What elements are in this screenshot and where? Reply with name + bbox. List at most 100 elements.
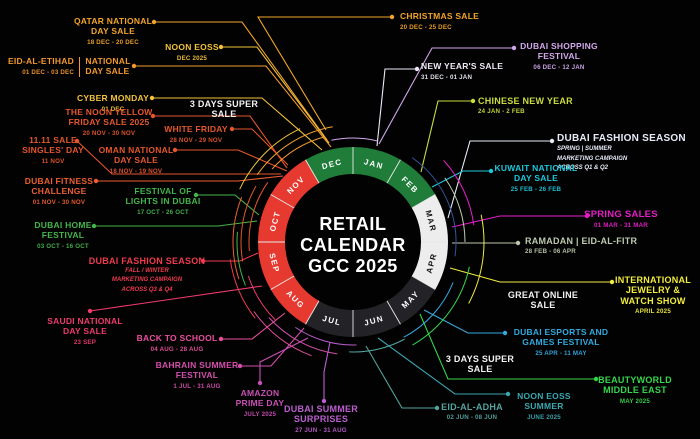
event-title: CHRISTMAS SALE	[400, 11, 480, 21]
event-date: JULY 2025	[243, 410, 277, 418]
event-title: DAY SALE	[62, 325, 108, 336]
event-dubai-fashion-season-spring-summer: DUBAI FASHION SEASON SPRING | SUMMER MARKE…	[557, 133, 686, 173]
event-connector-saudi-national-day-sale	[89, 285, 263, 312]
month-segment-sep	[258, 242, 295, 290]
event-dot-white-friday	[229, 126, 235, 132]
event-date: 28 NOV - 29 NOV	[169, 136, 223, 144]
event-eid-al-adha: EID-AL-ADHA 02 JUN - 08 JUN	[362, 402, 582, 422]
event-subtitle: ACROSS Q1 & Q2	[557, 164, 609, 171]
event-connector-white-friday	[232, 128, 289, 166]
month-segment-jul	[305, 300, 353, 337]
event-connector-dubai-esports-games-festival	[423, 309, 505, 334]
event-title: FESTIVAL OF	[134, 186, 192, 196]
event-dot-dubai-fashion-season-fall-winter	[200, 258, 206, 264]
decor-arc-4	[239, 128, 301, 190]
title-line-3: GCC 2025	[308, 256, 398, 276]
event-dubai-shopping-festival: DUBAI SHOPPING FESTIVAL 06 DEC - 12 JAN	[449, 41, 669, 71]
event-connector-amazon-prime-day	[259, 337, 309, 383]
event-title: NOON EOSS	[165, 42, 219, 52]
event-dot-dubai-shopping-festival	[511, 45, 517, 51]
decor-arc-8	[229, 259, 256, 319]
event-date: 18 DEC - 20 DEC	[87, 38, 139, 46]
event-dot-eid-al-etihad-national-day-sale	[131, 63, 137, 69]
event-title: SINGLES' DAY	[22, 144, 84, 155]
event-connector-international-jewelry-watch-show	[449, 267, 612, 283]
event-dot-back-to-school	[218, 336, 224, 342]
event-title: DUBAI FITNESS	[24, 176, 94, 186]
event-title: 3 DAYS SUPER	[189, 99, 259, 109]
event-subtitle: MARKETING CAMPAIGN	[111, 277, 183, 284]
event-festival-of-lights-in-dubai: FESTIVAL OF LIGHTS IN DUBAI 17 OCT - 26 OC…	[53, 186, 273, 216]
event-amazon-prime-day: AMAZON PRIME DAY JULY 2025	[150, 388, 370, 418]
decor-arc-1	[240, 185, 257, 262]
event-title: DAY SALE	[85, 65, 130, 76]
event-dot-eid-al-adha	[434, 405, 440, 411]
event-christmas-sale: CHRISTMAS SALE 20 DEC - 25 DEC	[400, 11, 480, 31]
month-segment-feb	[387, 159, 436, 208]
event-connector-qatar-national-day-sale	[154, 21, 328, 141]
event-dot-noon-eoss-summer	[505, 391, 511, 397]
decor-arc-5	[271, 136, 325, 170]
event-title: SUMMER	[524, 400, 564, 411]
event-title: KUWAIT NATIONAL	[494, 163, 578, 173]
event-ramadan-eid-al-fitr: RAMADAN | EID-AL-FITR 28 FEB - 06 APR	[525, 236, 637, 256]
event-date: 20 DEC - 25 DEC	[400, 23, 452, 31]
event-title: FRIDAY SALE 2025	[68, 116, 150, 127]
event-connector-chinese-new-year	[420, 100, 473, 173]
event-dot-dubai-esports-games-festival	[502, 330, 508, 336]
event-date: 02 JUN - 08 JUN	[446, 414, 498, 422]
event-title: DAY SALE	[113, 154, 159, 165]
event-date: 11 NOV	[41, 157, 65, 165]
event-white-friday: WHITE FRIDAY 28 NOV - 29 NOV	[86, 124, 306, 144]
event-eid-al-etihad-national-day-sale: EID-AL-ETIHAD 01 DEC - 03 DEC NATIONAL DAY …	[8, 56, 131, 77]
event-title: GAMES FESTIVAL	[522, 336, 600, 347]
decor-arc-7	[236, 231, 246, 286]
event-date: 1 JUL - 31 AUG	[173, 382, 221, 390]
event-three-days-super-sale-top: 3 DAYS SUPER SALE	[114, 99, 334, 120]
event-title: GREAT ONLINE	[507, 290, 579, 300]
event-dubai-esports-games-festival: DUBAI ESPORTS AND GAMES FESTIVAL 25 APR - …	[451, 327, 671, 357]
event-dot-beautyworld-middle-east	[593, 376, 599, 382]
event-dubai-fitness-challenge: DUBAI FITNESS CHALLENGE 01 NOV - 30 NOV	[0, 176, 169, 206]
month-divider	[305, 300, 320, 325]
month-segment-nov	[270, 159, 319, 208]
event-dot-noon-eoss-dec	[218, 44, 224, 50]
event-title: FESTIVAL	[41, 229, 85, 240]
event-date: 31 DEC - 01 JAN	[421, 73, 473, 81]
decor-arc-19	[253, 311, 312, 357]
event-date: 25 FEB - 26 FEB	[510, 185, 562, 193]
month-divider	[386, 159, 401, 184]
event-title: DAY SALE	[513, 172, 559, 183]
event-kuwait-national-day-sale: KUWAIT NATIONAL DAY SALE 25 FEB - 26 FEB	[426, 163, 646, 193]
event-connector-festival-of-lights-in-dubai	[196, 194, 260, 216]
event-date: 25 APR - 11 MAY	[535, 349, 587, 357]
decor-arc-0	[248, 182, 269, 252]
event-title: CHALLENGE	[31, 185, 87, 196]
month-segment-mar	[411, 194, 449, 242]
month-divider	[411, 194, 436, 209]
event-date: 23 SEP	[73, 338, 97, 346]
event-title: DUBAI FASHION SEASON	[88, 256, 206, 266]
event-date: 27 JUN - 31 AUG	[295, 426, 347, 434]
event-date: 03 OCT - 16 OCT	[37, 242, 89, 250]
month-divider	[270, 194, 295, 209]
event-subtitle: ACROSS Q3 & Q4	[121, 286, 173, 293]
event-title: EID-AL-ADHA	[441, 402, 503, 412]
event-title: DUBAI ESPORTS AND	[513, 327, 609, 337]
event-qatar-national-day-sale: QATAR NATIONAL DAY SALE 18 DEC - 20 DEC	[3, 16, 223, 46]
event-chinese-new-year: CHINESE NEW YEAR 24 JAN - 2 FEB	[478, 96, 573, 116]
event-bahrain-summer-festival: BAHRAIN SUMMER FESTIVAL 1 JUL - 31 AUG	[87, 360, 307, 390]
event-dot-dubai-home-festival	[91, 223, 97, 229]
month-segment-may	[387, 276, 436, 325]
event-connector-spring-sales	[451, 215, 587, 228]
month-divider	[411, 275, 436, 290]
event-connector-dubai-shopping-festival	[378, 47, 514, 145]
decor-arc-3	[256, 126, 333, 176]
event-date: MAY 2025	[619, 397, 651, 405]
decor-arc-11	[444, 177, 466, 243]
event-title: FESTIVAL	[175, 369, 219, 380]
event-title: INTERNATIONAL	[614, 275, 692, 285]
event-title: QATAR NATIONAL	[73, 16, 153, 26]
event-title: SALE	[211, 109, 237, 120]
